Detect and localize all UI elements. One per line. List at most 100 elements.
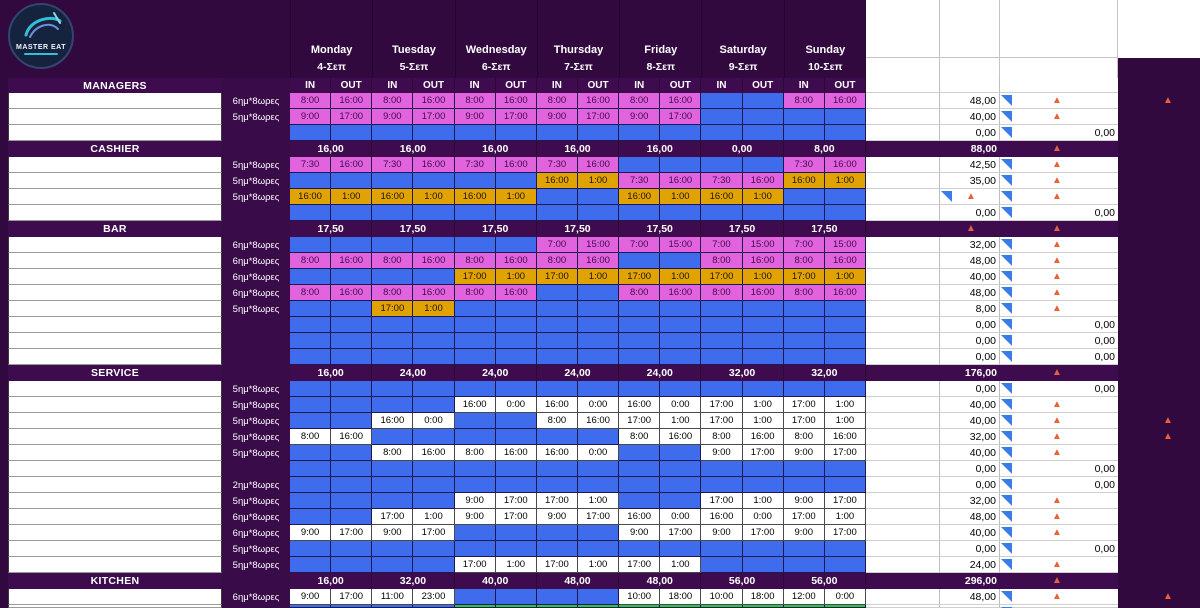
shift-in-cell[interactable]: 9:00 (783, 445, 825, 461)
shift-type-cell[interactable]: 5ημ*8ωρες (222, 397, 290, 413)
empty-shift-cell[interactable] (331, 461, 373, 477)
empty-shift-cell[interactable] (783, 349, 825, 365)
employee-name-cell[interactable] (8, 237, 222, 253)
shift-out-cell[interactable]: 16:00 (824, 429, 866, 445)
shift-in-cell[interactable]: 9:00 (701, 445, 743, 461)
shift-out-cell[interactable]: 17:00 (742, 445, 784, 461)
empty-shift-cell[interactable] (577, 541, 620, 557)
indicator-cell[interactable]: ▲ (1000, 269, 1118, 285)
day-total-cell[interactable]: 16,00 (619, 141, 702, 157)
empty-shift-cell[interactable] (783, 125, 825, 141)
section-title[interactable]: SERVICE (8, 365, 222, 381)
empty-shift-cell[interactable] (372, 317, 414, 333)
empty-shift-cell[interactable] (577, 125, 620, 141)
day-total-cell[interactable]: 17,50 (454, 221, 537, 237)
row-total-cell[interactable]: 42,50 (940, 157, 1000, 173)
empty-shift-cell[interactable] (783, 301, 825, 317)
empty-shift-cell[interactable] (824, 189, 866, 205)
empty-shift-cell[interactable] (577, 301, 620, 317)
empty-shift-cell[interactable] (660, 349, 702, 365)
spacer-cell[interactable] (866, 125, 940, 141)
shift-in-cell[interactable]: 9:00 (372, 525, 414, 541)
row-total-cell[interactable]: 40,00 (940, 445, 1000, 461)
empty-shift-cell[interactable] (742, 541, 784, 557)
empty-shift-cell[interactable] (536, 461, 578, 477)
shift-in-cell[interactable]: 8:00 (619, 429, 661, 445)
empty-shift-cell[interactable] (331, 205, 373, 221)
day-total-cell[interactable]: 24,00 (536, 365, 620, 381)
empty-shift-cell[interactable] (290, 445, 332, 461)
shift-out-cell[interactable]: 0:00 (577, 397, 620, 413)
row-total-cell[interactable]: 40,00 (940, 269, 1000, 285)
shift-out-cell[interactable]: 16:00 (742, 253, 784, 269)
empty-shift-cell[interactable] (536, 589, 578, 605)
spacer-cell[interactable] (866, 173, 940, 189)
shift-out-cell[interactable]: 1:00 (660, 269, 702, 285)
empty-shift-cell[interactable] (495, 301, 537, 317)
day-total-cell[interactable]: 32,00 (701, 365, 784, 381)
shift-in-cell[interactable]: 8:00 (701, 429, 743, 445)
empty-shift-cell[interactable] (619, 461, 661, 477)
day-total-cell[interactable]: 17,50 (619, 221, 702, 237)
shift-in-cell[interactable]: 17:00 (536, 557, 578, 573)
shift-type-cell[interactable] (222, 349, 290, 365)
shift-in-cell[interactable]: 16:00 (536, 397, 578, 413)
empty-shift-cell[interactable] (619, 317, 661, 333)
empty-shift-cell[interactable] (783, 541, 825, 557)
empty-shift-cell[interactable] (454, 349, 496, 365)
row-total-cell[interactable]: 0,00 (940, 205, 1000, 221)
empty-shift-cell[interactable] (536, 541, 578, 557)
empty-shift-cell[interactable] (701, 461, 743, 477)
shift-in-cell[interactable]: 8:00 (290, 253, 332, 269)
out-column-header[interactable]: OUT (660, 78, 702, 93)
shift-type-cell[interactable]: 6ημ*8ωρες (222, 525, 290, 541)
row-total-cell[interactable]: 32,00 (940, 237, 1000, 253)
day-total-cell[interactable]: 17,50 (701, 221, 784, 237)
row-total-cell[interactable]: 0,00 (940, 333, 1000, 349)
row-total-cell[interactable]: 0,00 (940, 125, 1000, 141)
shift-out-cell[interactable]: 1:00 (495, 557, 537, 573)
empty-shift-cell[interactable] (536, 525, 578, 541)
spacer-cell[interactable] (866, 333, 940, 349)
empty-shift-cell[interactable] (372, 429, 414, 445)
shift-out-cell[interactable]: 16:00 (577, 157, 620, 173)
indicator-cell[interactable]: ▲ (1000, 173, 1118, 189)
shift-type-cell[interactable]: 5ημ*8ωρες (222, 189, 290, 205)
empty-shift-cell[interactable] (454, 317, 496, 333)
shift-in-cell[interactable]: 16:00 (619, 397, 661, 413)
empty-shift-cell[interactable] (619, 253, 661, 269)
in-column-header[interactable]: IN (701, 78, 743, 93)
employee-name-cell[interactable] (8, 317, 222, 333)
employee-name-cell[interactable] (8, 333, 222, 349)
empty-shift-cell[interactable] (290, 557, 332, 573)
employee-name-cell[interactable] (8, 509, 222, 525)
empty-shift-cell[interactable] (413, 317, 455, 333)
shift-out-cell[interactable]: 1:00 (331, 189, 373, 205)
day-total-cell[interactable]: 16,00 (536, 141, 620, 157)
shift-in-cell[interactable]: 17:00 (701, 413, 743, 429)
shift-in-cell[interactable]: 8:00 (783, 285, 825, 301)
employee-name-cell[interactable] (8, 285, 222, 301)
indicator-cell[interactable]: ▲ (1000, 157, 1118, 173)
day-column-tuesday[interactable]: Tuesday 5-Σεπ (372, 0, 454, 78)
empty-shift-cell[interactable] (536, 477, 578, 493)
row-total-cell[interactable]: 48,00 (940, 253, 1000, 269)
shift-out-cell[interactable]: 1:00 (742, 397, 784, 413)
shift-in-cell[interactable]: 11:00 (372, 589, 414, 605)
shift-out-cell[interactable]: 1:00 (495, 269, 537, 285)
shift-out-cell[interactable]: 16:00 (577, 253, 620, 269)
shift-out-cell[interactable]: 16:00 (742, 173, 784, 189)
shift-out-cell[interactable]: 1:00 (413, 301, 455, 317)
spacer-cell[interactable] (866, 461, 940, 477)
shift-in-cell[interactable]: 16:00 (536, 445, 578, 461)
indicator-cell[interactable]: 0,00 (1000, 125, 1118, 141)
indicator-cell[interactable]: ▲ (1000, 253, 1118, 269)
empty-shift-cell[interactable] (413, 381, 455, 397)
shift-out-cell[interactable]: 1:00 (660, 557, 702, 573)
day-column-saturday[interactable]: Saturday 9-Σεπ (701, 0, 783, 78)
day-total-cell[interactable]: 48,00 (536, 573, 620, 589)
empty-shift-cell[interactable] (701, 541, 743, 557)
empty-shift-cell[interactable] (495, 413, 537, 429)
empty-shift-cell[interactable] (701, 205, 743, 221)
empty-shift-cell[interactable] (577, 381, 620, 397)
